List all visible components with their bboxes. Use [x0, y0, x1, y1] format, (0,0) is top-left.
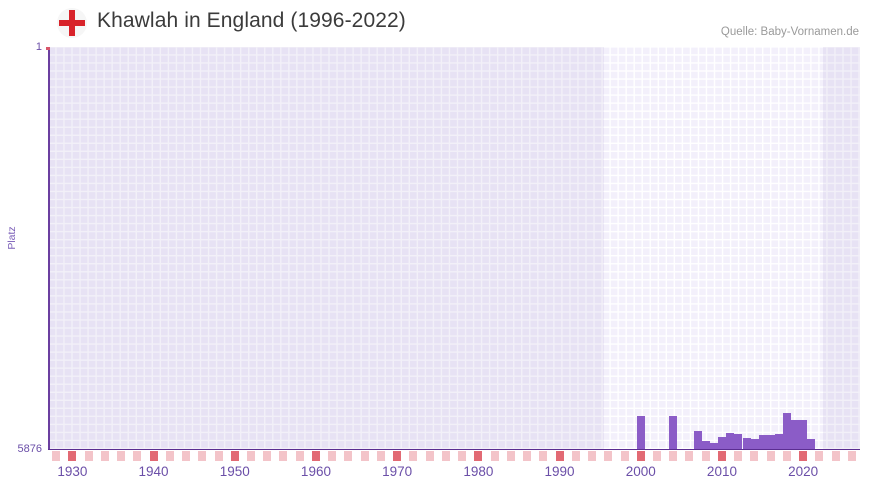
x-axis-tick-minor: [165, 450, 174, 461]
england-flag-icon: [57, 8, 87, 38]
x-axis-tick-minor: [539, 450, 548, 461]
x-axis-tick-minor: [52, 450, 61, 461]
x-axis-tick-minor: [133, 450, 142, 461]
x-axis-tick-minor: [263, 450, 272, 461]
bar[interactable]: [791, 420, 800, 449]
bar[interactable]: [783, 412, 792, 449]
x-axis-tick-minor: [441, 450, 450, 461]
bar[interactable]: [734, 434, 743, 449]
x-axis-tick-minor: [750, 450, 759, 461]
x-axis-tick-major: [636, 450, 645, 461]
x-axis-tick-minor: [523, 450, 532, 461]
x-axis-tick-major: [230, 450, 239, 461]
x-axis-tick-minor: [100, 450, 109, 461]
bar-series: [48, 47, 860, 449]
y-axis-label: Platz: [6, 226, 18, 250]
x-axis-tick-label: 1970: [382, 464, 413, 479]
bar[interactable]: [726, 432, 735, 449]
y-axis-line: [48, 47, 50, 450]
x-axis-tick-minor: [425, 450, 434, 461]
x-axis-tick-major: [717, 450, 726, 461]
x-axis-tick-minor: [279, 450, 288, 461]
bar[interactable]: [693, 430, 702, 449]
x-axis-tick-major: [68, 450, 77, 461]
bar[interactable]: [807, 438, 816, 449]
x-axis-tick-minor: [490, 450, 499, 461]
x-axis-tick-minor: [766, 450, 775, 461]
x-axis-tick-minor: [247, 450, 255, 461]
x-axis-tick-minor: [669, 450, 678, 461]
x-axis-tick-minor: [84, 450, 93, 461]
grid-lines: [48, 47, 860, 449]
chart-header: Khawlah in England (1996-2022) Quelle: B…: [0, 0, 873, 44]
x-axis-tick-minor: [815, 450, 824, 461]
x-axis-tick-minor: [344, 450, 353, 461]
x-axis-tick-major: [474, 450, 483, 461]
x-axis-tick-major: [149, 450, 158, 461]
x-axis-tick-label: 2010: [706, 464, 737, 479]
x-axis-tick-minor: [653, 450, 661, 461]
bar[interactable]: [775, 434, 783, 449]
x-axis-tick-minor: [409, 450, 418, 461]
x-axis-tick-label: 1930: [57, 464, 88, 479]
bar[interactable]: [758, 435, 767, 449]
x-axis-tick-minor: [328, 450, 337, 461]
x-axis-tick-minor: [571, 450, 580, 461]
x-axis-tick-label: 1940: [138, 464, 169, 479]
x-axis-tick-minor: [295, 450, 304, 461]
flag-cross-vertical: [69, 10, 75, 36]
x-axis-tick-label: 1980: [463, 464, 494, 479]
x-axis-tick-label: 2020: [788, 464, 819, 479]
x-axis-tick-minor: [604, 450, 613, 461]
bar[interactable]: [701, 440, 710, 449]
x-axis-tick-minor: [685, 450, 694, 461]
x-axis-tick-label: 1960: [300, 464, 331, 479]
x-axis-tick-minor: [506, 450, 515, 461]
bar[interactable]: [799, 420, 808, 449]
x-axis-tick-minor: [458, 450, 467, 461]
x-axis-tick-label: 2000: [625, 464, 656, 479]
x-axis-tick-minor: [376, 450, 385, 461]
plot-area: [48, 47, 860, 449]
x-axis-tick-major: [799, 450, 808, 461]
bar[interactable]: [710, 442, 719, 449]
y-axis-tick-top: 1: [35, 41, 42, 53]
x-axis-tick-minor: [360, 450, 369, 461]
x-axis-tick-minor: [588, 450, 597, 461]
x-axis-tick-minor: [214, 450, 223, 461]
y-axis-tick-bottom: 5876: [17, 443, 42, 455]
bar[interactable]: [742, 438, 751, 449]
page-title: Khawlah in England (1996-2022): [97, 9, 406, 32]
bar[interactable]: [636, 415, 645, 449]
source-label: Quelle: Baby-Vornamen.de: [720, 26, 859, 38]
x-axis-tick-minor: [782, 450, 791, 461]
x-axis-tick-minor: [831, 450, 840, 461]
x-axis-tick-minor: [117, 450, 126, 461]
bar[interactable]: [669, 415, 678, 449]
x-axis-tick-major: [555, 450, 564, 461]
x-axis-tick-minor: [620, 450, 629, 461]
x-axis-tick-minor: [734, 450, 743, 461]
x-axis-tick-minor: [182, 450, 191, 461]
bar[interactable]: [766, 435, 775, 449]
bar[interactable]: [750, 438, 759, 449]
bar[interactable]: [718, 436, 727, 449]
x-axis-tick-minor: [198, 450, 207, 461]
y-axis-top-cap: [46, 47, 50, 50]
x-axis-tick-major: [311, 450, 320, 461]
x-axis-tick-minor: [847, 450, 856, 461]
x-axis-tick-minor: [701, 450, 710, 461]
x-axis-line: [48, 448, 860, 451]
x-axis-tick-label: 1990: [544, 464, 575, 479]
x-axis-tick-major: [393, 450, 402, 461]
x-axis-tick-label: 1950: [219, 464, 250, 479]
